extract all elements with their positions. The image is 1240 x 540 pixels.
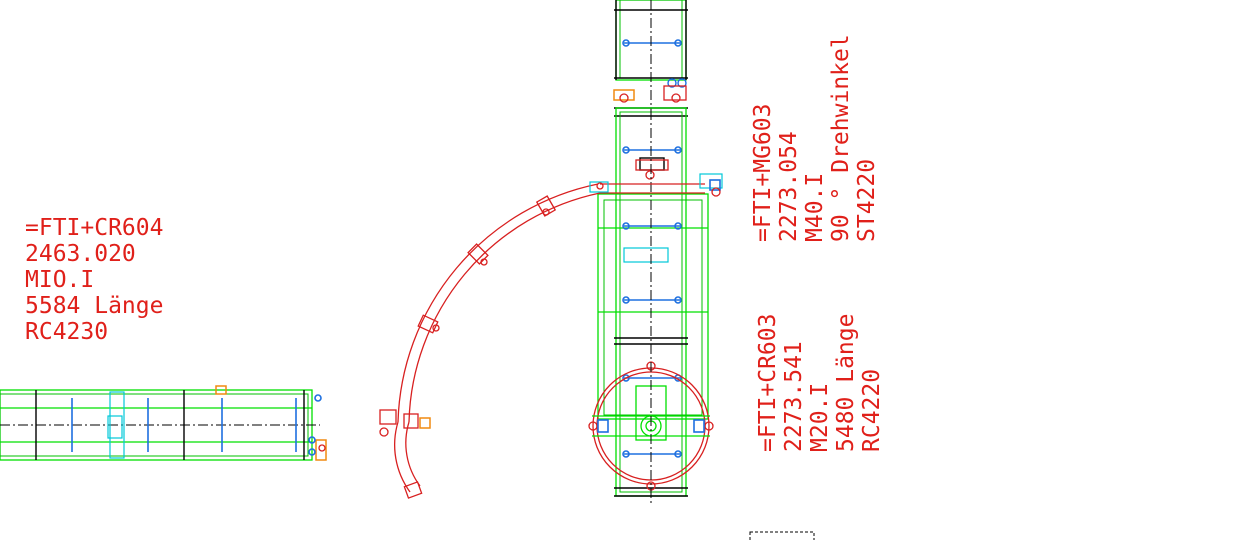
label-mg603-line5: ST4220 <box>854 159 880 242</box>
label-cr604-line1: =FTI+CR604 <box>25 215 163 241</box>
label-cr603-line2: 2273.541 <box>781 341 807 452</box>
detail-box <box>749 531 815 540</box>
label-cr603-line3: M20.I <box>807 383 833 452</box>
label-cr604-line2: 2463.020 <box>25 241 136 267</box>
horizontal-conveyor-left <box>0 385 327 461</box>
curved-conveyor <box>379 173 723 499</box>
label-cr604: =FTI+CR604 2463.020 MIO.I 5584 Länge RC4… <box>25 215 163 345</box>
vertical-conveyor-main-section <box>588 107 714 505</box>
label-cr603-line5: RC4220 <box>859 369 885 452</box>
label-cr604-line5: RC4230 <box>25 319 108 345</box>
label-cr603-line1: =FTI+CR603 <box>755 314 781 452</box>
label-mg603-line2: 2273.054 <box>776 131 802 242</box>
label-cr603-line4: 5480 Länge <box>833 314 859 452</box>
label-mg603-line1: =FTI+MG603 <box>750 104 776 242</box>
label-cr604-line3: MIO.I <box>25 267 94 293</box>
label-mg603-line4: 90 ° Drehwinkel <box>828 34 854 242</box>
label-mg603: =FTI+MG603 2273.054 M40.I 90 ° Drehwinke… <box>750 34 880 242</box>
label-mg603-line3: M40.I <box>802 173 828 242</box>
label-cr604-line4: 5584 Länge <box>25 293 163 319</box>
vertical-conveyor-top-section <box>613 0 688 110</box>
label-cr603: =FTI+CR603 2273.541 M20.I 5480 Länge RC4… <box>755 314 885 452</box>
